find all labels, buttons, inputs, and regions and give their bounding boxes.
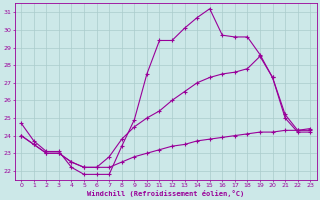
X-axis label: Windchill (Refroidissement éolien,°C): Windchill (Refroidissement éolien,°C) (87, 190, 244, 197)
